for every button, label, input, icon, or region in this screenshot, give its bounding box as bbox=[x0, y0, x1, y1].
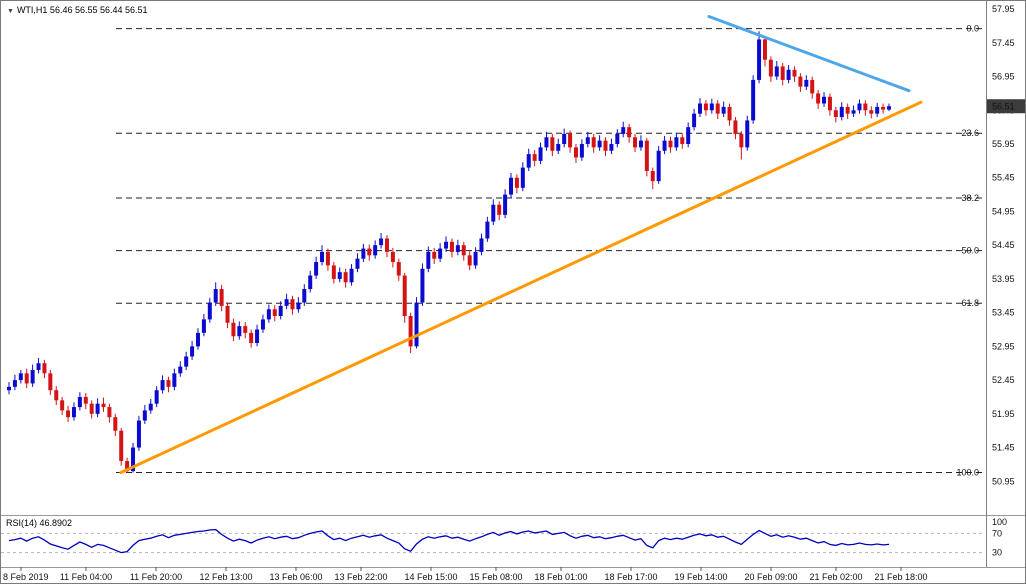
fib-label: 23.6 bbox=[961, 128, 979, 138]
svg-text:57.45: 57.45 bbox=[992, 38, 1015, 48]
time-axis-label: 11 Feb 20:00 bbox=[130, 572, 182, 582]
time-axis-label: 15 Feb 08:00 bbox=[469, 572, 522, 582]
svg-text:54.45: 54.45 bbox=[992, 240, 1015, 250]
fibonacci-levels[interactable]: 0.0 23.6 38.2 50.0 61.8 100.0 bbox=[116, 24, 985, 478]
svg-text:53.95: 53.95 bbox=[992, 274, 1015, 284]
time-axis-label: 18 Feb 17:00 bbox=[604, 572, 657, 582]
chart-dropdown-icon[interactable]: ▼ bbox=[7, 8, 14, 15]
svg-text:50.95: 50.95 bbox=[992, 476, 1015, 486]
time-axis-label: 19 Feb 14:00 bbox=[674, 572, 727, 582]
svg-text:56.95: 56.95 bbox=[992, 72, 1015, 82]
time-axis-label: 21 Feb 02:00 bbox=[809, 572, 862, 582]
trendline-support[interactable] bbox=[119, 100, 923, 475]
rsi-axis-label: 70 bbox=[992, 528, 1002, 538]
time-axis-label: 12 Feb 13:00 bbox=[199, 572, 252, 582]
time-axis-label: 8 Feb 2019 bbox=[3, 572, 49, 582]
symbol-info[interactable]: ▼ WTI,H1 56.46 56.55 56.44 56.51 bbox=[7, 5, 148, 15]
svg-text:53.45: 53.45 bbox=[992, 308, 1015, 318]
time-axis-label: 13 Feb 06:00 bbox=[269, 572, 322, 582]
fib-label: 50.0 bbox=[961, 246, 979, 256]
svg-text:55.45: 55.45 bbox=[992, 173, 1015, 183]
fib-label: 0.0 bbox=[966, 24, 979, 34]
svg-text:51.45: 51.45 bbox=[992, 443, 1015, 453]
current-price-tag: 56.51 bbox=[987, 99, 1025, 114]
rsi-axis-label: 30 bbox=[992, 548, 1002, 558]
trendline-resistance[interactable] bbox=[707, 15, 911, 93]
time-axis-label: 13 Feb 22:00 bbox=[334, 572, 387, 582]
time-axis-label: 20 Feb 09:00 bbox=[744, 572, 797, 582]
svg-text:51.95: 51.95 bbox=[992, 409, 1015, 419]
svg-text:56.51: 56.51 bbox=[992, 102, 1015, 112]
rsi-axis-label: 100 bbox=[992, 517, 1007, 527]
time-axis-label: 14 Feb 15:00 bbox=[404, 572, 457, 582]
svg-text:55.95: 55.95 bbox=[992, 139, 1015, 149]
time-axis-label: 11 Feb 04:00 bbox=[60, 572, 112, 582]
svg-text:52.45: 52.45 bbox=[992, 375, 1015, 385]
svg-text:54.95: 54.95 bbox=[992, 206, 1015, 216]
fib-label: 100.0 bbox=[956, 468, 979, 478]
candles-layer bbox=[7, 31, 891, 473]
time-axis-label: 21 Feb 18:00 bbox=[874, 572, 927, 582]
symbol-quote-text: WTI,H1 56.46 56.55 56.44 56.51 bbox=[16, 5, 148, 15]
svg-text:57.95: 57.95 bbox=[992, 4, 1015, 14]
svg-text:52.95: 52.95 bbox=[992, 341, 1015, 351]
fib-label: 61.8 bbox=[961, 298, 979, 308]
time-axis-label: 18 Feb 01:00 bbox=[534, 572, 587, 582]
rsi-line bbox=[8, 528, 890, 554]
price-axis[interactable]: 50.95 51.45 51.95 52.45 52.95 53.45 53.95 54.45… bbox=[992, 4, 1015, 486]
fib-label: 38.2 bbox=[961, 193, 979, 203]
time-axis[interactable]: 8 Feb 2019 11 Feb 04:00 11 Feb 20:00 12 Feb… bbox=[3, 567, 928, 582]
rsi-indicator-label: RSI(14) 46.8902 bbox=[6, 518, 73, 528]
